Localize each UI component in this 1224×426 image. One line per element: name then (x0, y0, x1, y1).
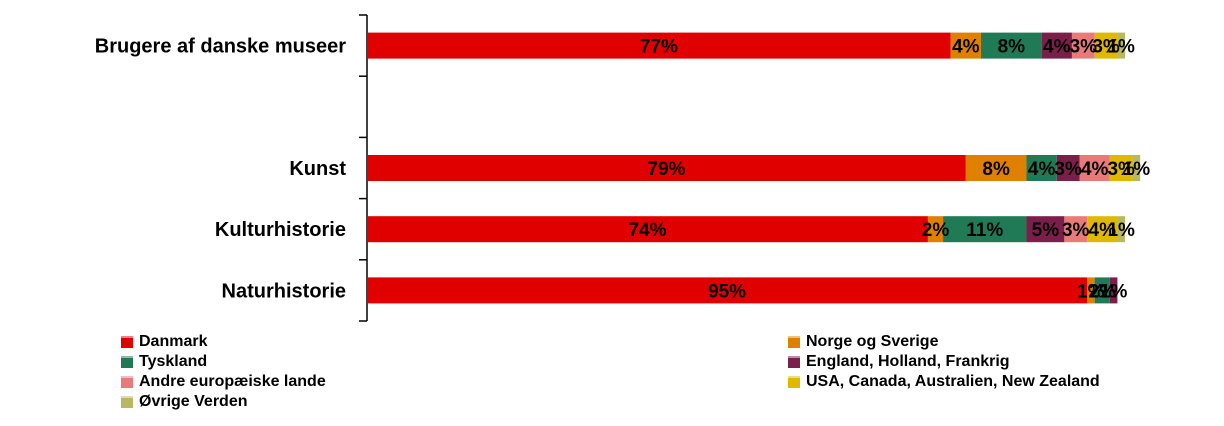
legend-swatch (121, 356, 133, 368)
bar-segment (1056, 155, 1080, 181)
data-label: 77% (640, 37, 678, 58)
bar-segment (1109, 277, 1118, 304)
category-label: Brugere af danske museer (95, 36, 346, 58)
data-label: 8% (998, 37, 1026, 58)
legend-label: Andre europæiske lande (139, 373, 326, 390)
data-label: 1% (1123, 159, 1151, 180)
bar-segment (367, 277, 1088, 304)
data-label: 2% (1089, 281, 1117, 302)
bar-segment (367, 155, 966, 181)
legend-label: Norge og Sverige (806, 333, 939, 350)
bar-segment (1026, 216, 1065, 243)
data-label: 1% (1077, 281, 1105, 302)
bar-segment (1079, 155, 1110, 181)
data-label: 1% (1107, 220, 1135, 241)
legend-swatch (788, 336, 800, 348)
legend-item: Danmark (121, 333, 207, 351)
data-label: 4% (952, 37, 980, 58)
bar-segment (1117, 216, 1125, 243)
bar-segment (1094, 32, 1118, 59)
legend-item: USA, Canada, Australien, New Zealand (788, 373, 1100, 391)
category-axis (359, 14, 368, 322)
bar-segment (367, 32, 951, 59)
data-label: 3% (1054, 159, 1082, 180)
data-label: 2% (922, 220, 950, 241)
legend-item: Tyskland (121, 353, 207, 371)
legend-swatch (121, 336, 133, 348)
legend-label: Tyskland (139, 353, 208, 370)
data-label: 79% (647, 159, 685, 180)
legend-item: England, Holland, Frankrig (788, 353, 1010, 371)
data-label: 4% (1043, 37, 1071, 58)
data-label: 3% (1062, 220, 1090, 241)
data-label: 3% (1070, 37, 1098, 58)
data-label: 8% (982, 159, 1010, 180)
data-label: 11% (966, 220, 1003, 241)
legend-swatch (121, 376, 133, 388)
category-label: Naturhistorie (222, 280, 346, 302)
bar-segment (1071, 32, 1095, 59)
data-label: 4% (1028, 159, 1056, 180)
legend-label: Øvrige Verden (139, 393, 248, 410)
data-label: 5% (1032, 220, 1060, 241)
data-label: 74% (628, 220, 666, 241)
legend-item: Øvrige Verden (121, 393, 248, 411)
data-label: 4% (1089, 220, 1117, 241)
bar-segment (1132, 155, 1141, 181)
bar-segment (965, 155, 1027, 181)
bar-segment (367, 216, 928, 243)
legend: Danmark Norge og Sverige Tyskland England, … (0, 330, 1224, 426)
data-label: 1% (1100, 281, 1128, 302)
bar-segment (1087, 277, 1095, 304)
data-label: 95% (708, 281, 746, 302)
legend-label: USA, Canada, Australien, New Zealand (806, 373, 1100, 390)
bar-segment (1064, 216, 1088, 243)
data-labels-group: 77% 4% 8% 4% 3%3%1%79% 8% 4% 3% 4% 3%1%74% 2% 11% 5%… (628, 37, 1150, 303)
data-label: 1% (1107, 37, 1135, 58)
bar-segment (943, 216, 1027, 243)
legend-label: Danmark (139, 333, 208, 350)
category-label: Kulturhistorie (215, 219, 346, 241)
bar-segment (950, 32, 981, 59)
bar-segment (1026, 155, 1057, 181)
data-label: 3% (1092, 37, 1120, 58)
bars-group (367, 32, 1141, 304)
bar-segment (1094, 277, 1110, 304)
bar-segment (980, 32, 1042, 59)
legend-item: Andre europæiske lande (121, 373, 326, 391)
legend-label: England, Holland, Frankrig (806, 353, 1010, 370)
stacked-bar-chart: 77% 4% 8% 4% 3%3%1%79% 8% 4% 3% 4% 3%1%74% 2% 11% 5%… (95, 14, 1150, 322)
category-labels-group: Brugere af danske museer Kunst Kulturhisto… (95, 36, 347, 303)
bar-segment (1117, 32, 1125, 59)
data-label: 3% (1107, 159, 1135, 180)
category-label: Kunst (289, 158, 346, 180)
bar-segment (1109, 155, 1133, 181)
legend-item: Norge og Sverige (788, 333, 938, 351)
bar-segment (927, 216, 944, 243)
data-label: 4% (1081, 159, 1109, 180)
legend-swatch (788, 356, 800, 368)
bar-segment (1041, 32, 1072, 59)
bar-segment (1087, 216, 1118, 243)
legend-swatch (788, 376, 800, 388)
legend-swatch (121, 396, 133, 408)
